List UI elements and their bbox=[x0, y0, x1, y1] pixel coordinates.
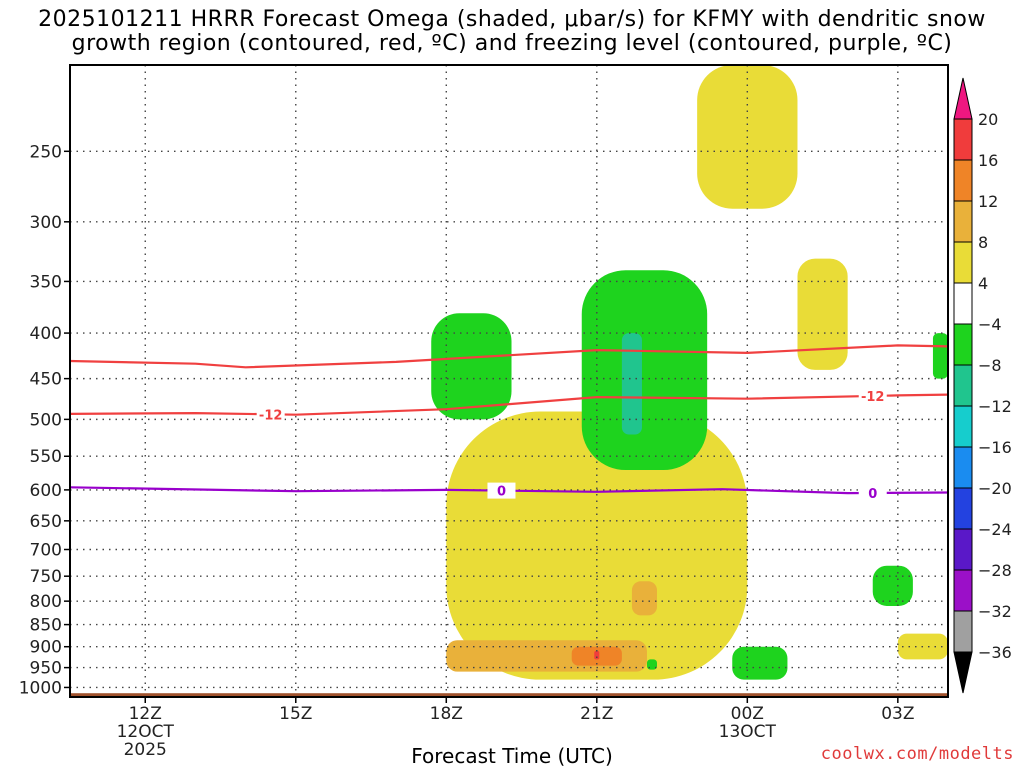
x-tick-label: 00Z bbox=[731, 704, 764, 724]
surface-band bbox=[70, 693, 948, 697]
x-tick-sublabel: 12OCT bbox=[117, 722, 175, 742]
colorbar-label: −32 bbox=[978, 602, 1012, 621]
title-line-1: 2025101211 HRRR Forecast Omega (shaded, … bbox=[38, 7, 986, 32]
omega-region bbox=[431, 313, 512, 420]
y-axis: 2503003504004505005506006507007508008509… bbox=[19, 142, 70, 698]
x-tick-label: 21Z bbox=[580, 704, 613, 724]
contour-label-bg bbox=[487, 482, 516, 499]
colorbar-segment bbox=[953, 405, 973, 448]
title-line-2: growth region (contoured, red, ºC) and f… bbox=[71, 31, 953, 56]
contour-label: 0 bbox=[868, 487, 877, 502]
y-tick-label: 700 bbox=[30, 541, 62, 561]
y-tick-label: 750 bbox=[30, 567, 62, 587]
y-tick-label: 250 bbox=[30, 142, 62, 162]
colorbar-label: −20 bbox=[978, 479, 1012, 498]
x-tick-sublabel: 2025 bbox=[124, 740, 167, 760]
omega-region bbox=[732, 646, 788, 680]
colorbar-label: 16 bbox=[978, 151, 998, 170]
colorbar-segment bbox=[953, 118, 973, 161]
y-tick-label: 850 bbox=[30, 616, 62, 636]
colorbar-label: −4 bbox=[978, 315, 1002, 334]
y-tick-label: 1000 bbox=[19, 678, 62, 698]
colorbar-cap-top bbox=[953, 77, 973, 120]
x-tick-label: 15Z bbox=[279, 704, 312, 724]
colorbar-label: 20 bbox=[978, 110, 998, 129]
contour-line bbox=[69, 344, 949, 369]
x-tick-sublabel: 13OCT bbox=[719, 722, 777, 742]
ground bbox=[70, 693, 948, 697]
plot-frame bbox=[69, 64, 949, 698]
contour-label: -12 bbox=[861, 390, 885, 405]
colorbar-segment bbox=[953, 487, 973, 530]
x-tick-label: 03Z bbox=[881, 704, 914, 724]
y-tick-label: 950 bbox=[30, 659, 62, 679]
colorbar-label: 4 bbox=[978, 274, 988, 293]
contour-label: -12 bbox=[259, 408, 283, 423]
colorbar-segment bbox=[953, 159, 973, 202]
colorbar-label: 12 bbox=[978, 192, 998, 211]
grid bbox=[70, 65, 948, 697]
x-axis-title: Forecast Time (UTC) bbox=[411, 744, 613, 768]
colorbar-segment bbox=[953, 528, 973, 571]
y-tick-label: 900 bbox=[30, 638, 62, 658]
x-tick-label: 12Z bbox=[129, 704, 162, 724]
credit-link[interactable]: coolwx.com/modelts bbox=[820, 744, 1014, 764]
colorbar-segment bbox=[953, 610, 973, 653]
chart-title: 2025101211 HRRR Forecast Omega (shaded, … bbox=[0, 8, 1024, 56]
y-tick-label: 650 bbox=[30, 512, 62, 532]
colorbar-cap-bottom bbox=[953, 651, 973, 694]
colorbar-label: −16 bbox=[978, 438, 1012, 457]
omega-region bbox=[872, 565, 913, 606]
colorbar-segment bbox=[953, 241, 973, 284]
colorbar-segment bbox=[953, 323, 973, 366]
colorbar-label: −8 bbox=[978, 356, 1002, 375]
colorbar-segment bbox=[953, 446, 973, 489]
temperature-contours: -12 -12 0 0 bbox=[69, 344, 949, 502]
y-tick-label: 450 bbox=[30, 370, 62, 390]
contour-label-bg bbox=[256, 406, 285, 423]
colorbar-label: −36 bbox=[978, 643, 1012, 662]
omega-region bbox=[631, 581, 658, 616]
y-tick-label: 500 bbox=[30, 410, 62, 430]
contour-line bbox=[69, 486, 949, 495]
colorbar-segment bbox=[953, 364, 973, 407]
y-tick-label: 800 bbox=[30, 592, 62, 612]
colorbar-label: −12 bbox=[978, 397, 1012, 416]
contour-label: 0 bbox=[497, 485, 506, 500]
omega-shading bbox=[431, 65, 948, 680]
omega-region bbox=[621, 333, 642, 435]
colorbar-segment bbox=[953, 200, 973, 243]
colorbar-label: −28 bbox=[978, 561, 1012, 580]
contour-label-bg bbox=[858, 484, 887, 501]
colorbar-label: 8 bbox=[978, 233, 988, 252]
colorbar-segment bbox=[953, 569, 973, 612]
y-tick-label: 400 bbox=[30, 324, 62, 344]
x-tick-label: 18Z bbox=[430, 704, 463, 724]
contour-label-bg bbox=[858, 387, 887, 404]
y-tick-label: 600 bbox=[30, 481, 62, 501]
omega-region bbox=[446, 411, 748, 680]
omega-region bbox=[581, 270, 708, 471]
omega-region bbox=[797, 258, 848, 370]
plot-border bbox=[69, 64, 949, 698]
omega-region bbox=[594, 650, 600, 660]
y-tick-label: 550 bbox=[30, 447, 62, 467]
y-tick-label: 350 bbox=[30, 272, 62, 292]
colorbar-segment bbox=[953, 282, 973, 325]
colorbar: 20 16 12 8 4 −4 −8 −12 −16 −20 −24 −28 −32 −36 bbox=[953, 77, 1012, 694]
y-tick-label: 300 bbox=[30, 213, 62, 233]
colorbar-label: −24 bbox=[978, 520, 1012, 539]
omega-region bbox=[932, 333, 948, 379]
